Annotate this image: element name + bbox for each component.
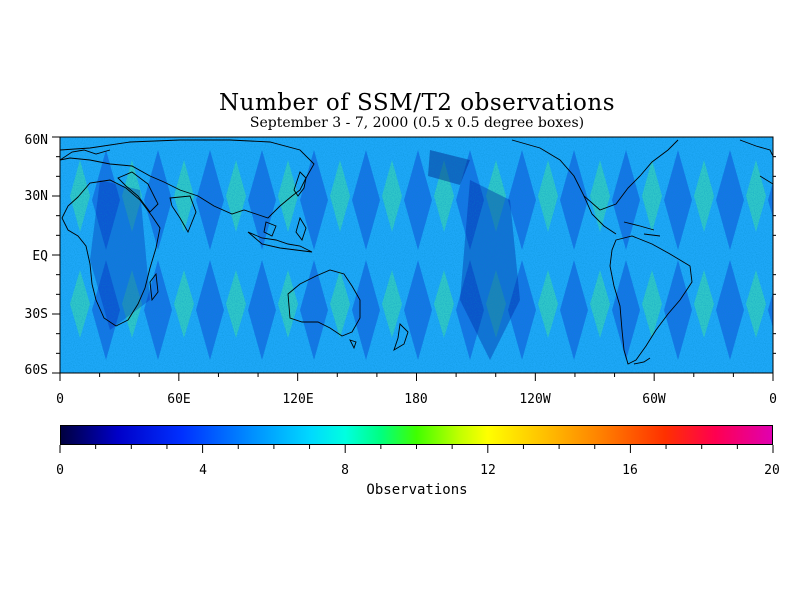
- colorbar-label-20: 20: [764, 463, 780, 478]
- plot-subtitle: September 3 - 7, 2000 (0.5 x 0.5 degree …: [249, 115, 585, 131]
- colorbar-label-8: 8: [341, 463, 349, 478]
- lon-label-120w: 120W: [519, 392, 551, 407]
- lon-label-120e: 120E: [282, 392, 314, 407]
- axis-ticks: [52, 136, 776, 381]
- observation-field: [60, 137, 773, 373]
- colorbar-ticks: [59, 445, 774, 453]
- field-noise: [60, 137, 773, 373]
- colorbar: [60, 425, 773, 445]
- colorbar-label-4: 4: [199, 463, 207, 478]
- colorbar-label-12: 12: [480, 463, 496, 478]
- plot-title: Number of SSM/T2 observations: [219, 90, 615, 116]
- colorbar-title: Observations: [366, 482, 468, 498]
- lon-label-60e: 60E: [167, 392, 191, 407]
- lat-label-30s: 30S: [24, 307, 48, 322]
- lon-label-180: 180: [404, 392, 428, 407]
- colorbar-label-16: 16: [622, 463, 638, 478]
- lat-label-30n: 30N: [24, 189, 48, 204]
- lon-label-0-end: 0: [769, 392, 777, 407]
- lat-label-60n: 60N: [24, 133, 48, 148]
- coastlines: [60, 139, 773, 365]
- lon-label-60w: 60W: [642, 392, 666, 407]
- colorbar-label-0: 0: [56, 463, 64, 478]
- lat-label-eq: EQ: [32, 249, 48, 264]
- lat-label-60s: 60S: [24, 363, 48, 378]
- lon-label-0: 0: [56, 392, 64, 407]
